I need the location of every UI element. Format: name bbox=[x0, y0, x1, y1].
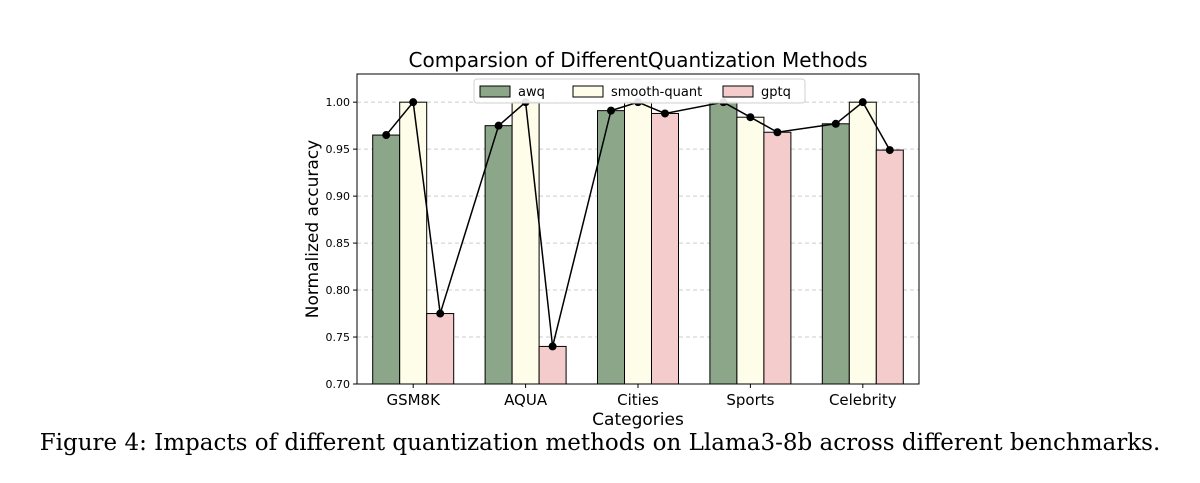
bars bbox=[372, 101, 904, 385]
y-axis: 0.70 0.75 0.80 0.85 0.90 0.95 1.00 bbox=[326, 96, 357, 391]
x-axis: GSM8K AQUA Cities Sports Celebrity bbox=[386, 384, 897, 409]
legend-swatch-awq bbox=[479, 85, 511, 98]
data-point bbox=[548, 342, 557, 351]
y-axis-label: Normalized accuracy bbox=[303, 140, 323, 319]
bar-awq-sports bbox=[709, 101, 738, 385]
y-tick-label: 0.95 bbox=[326, 143, 351, 156]
data-point bbox=[382, 131, 391, 140]
legend-box bbox=[473, 78, 806, 104]
x-axis-label: Categories bbox=[592, 410, 684, 430]
bar-awq-celebrity bbox=[821, 123, 850, 385]
chart: Comparsion of DifferentQuantization Meth… bbox=[303, 48, 920, 430]
x-tick-label: GSM8K bbox=[386, 391, 441, 409]
y-tick-label: 1.00 bbox=[326, 96, 351, 109]
bar-smooth-quant-aqua bbox=[511, 101, 540, 385]
y-tick-label: 0.85 bbox=[326, 237, 351, 250]
x-tick-label: AQUA bbox=[504, 391, 548, 409]
bar-smooth-quant-celebrity bbox=[848, 101, 877, 385]
bar-awq-gsm8k bbox=[372, 134, 401, 385]
y-tick-label: 0.90 bbox=[326, 190, 351, 203]
legend-swatch-gptq bbox=[722, 85, 754, 98]
legend: awq smooth-quant gptq bbox=[473, 78, 806, 104]
data-point bbox=[773, 128, 782, 137]
data-point bbox=[607, 106, 615, 115]
data-point bbox=[409, 98, 418, 107]
bar-awq-aqua bbox=[484, 125, 513, 385]
bar-gptq-aqua bbox=[538, 345, 567, 385]
data-point bbox=[885, 146, 894, 155]
bar-gptq-celebrity bbox=[875, 149, 904, 385]
legend-label-awq: awq bbox=[518, 85, 545, 100]
x-tick-label: Cities bbox=[617, 391, 659, 409]
data-point bbox=[831, 119, 840, 128]
x-tick-label: Celebrity bbox=[829, 391, 897, 409]
data-point bbox=[661, 109, 669, 118]
figure-caption: Figure 4: Impacts of different quantizat… bbox=[39, 430, 1161, 456]
y-tick-label: 0.70 bbox=[326, 378, 351, 391]
data-point bbox=[746, 113, 755, 122]
bar-smooth-quant-sports bbox=[736, 116, 765, 385]
bar-smooth-quant-cities bbox=[624, 101, 652, 385]
data-point bbox=[436, 309, 445, 318]
x-tick-label: Sports bbox=[726, 391, 774, 409]
bar-awq-cities bbox=[597, 110, 625, 385]
chart-title: Comparsion of DifferentQuantization Meth… bbox=[409, 48, 868, 72]
y-tick-label: 0.80 bbox=[326, 284, 351, 297]
bar-gptq-cities bbox=[651, 112, 679, 385]
y-tick-label: 0.75 bbox=[326, 331, 351, 344]
bar-gptq-sports bbox=[763, 131, 792, 385]
data-point bbox=[494, 121, 503, 130]
legend-swatch-smooth-quant bbox=[572, 85, 604, 98]
bar-smooth-quant-gsm8k bbox=[399, 101, 428, 385]
bar-gptq-gsm8k bbox=[426, 313, 455, 385]
legend-label-smooth-quant: smooth-quant bbox=[611, 85, 702, 100]
legend-label-gptq: gptq bbox=[761, 85, 791, 100]
data-point bbox=[858, 98, 867, 107]
